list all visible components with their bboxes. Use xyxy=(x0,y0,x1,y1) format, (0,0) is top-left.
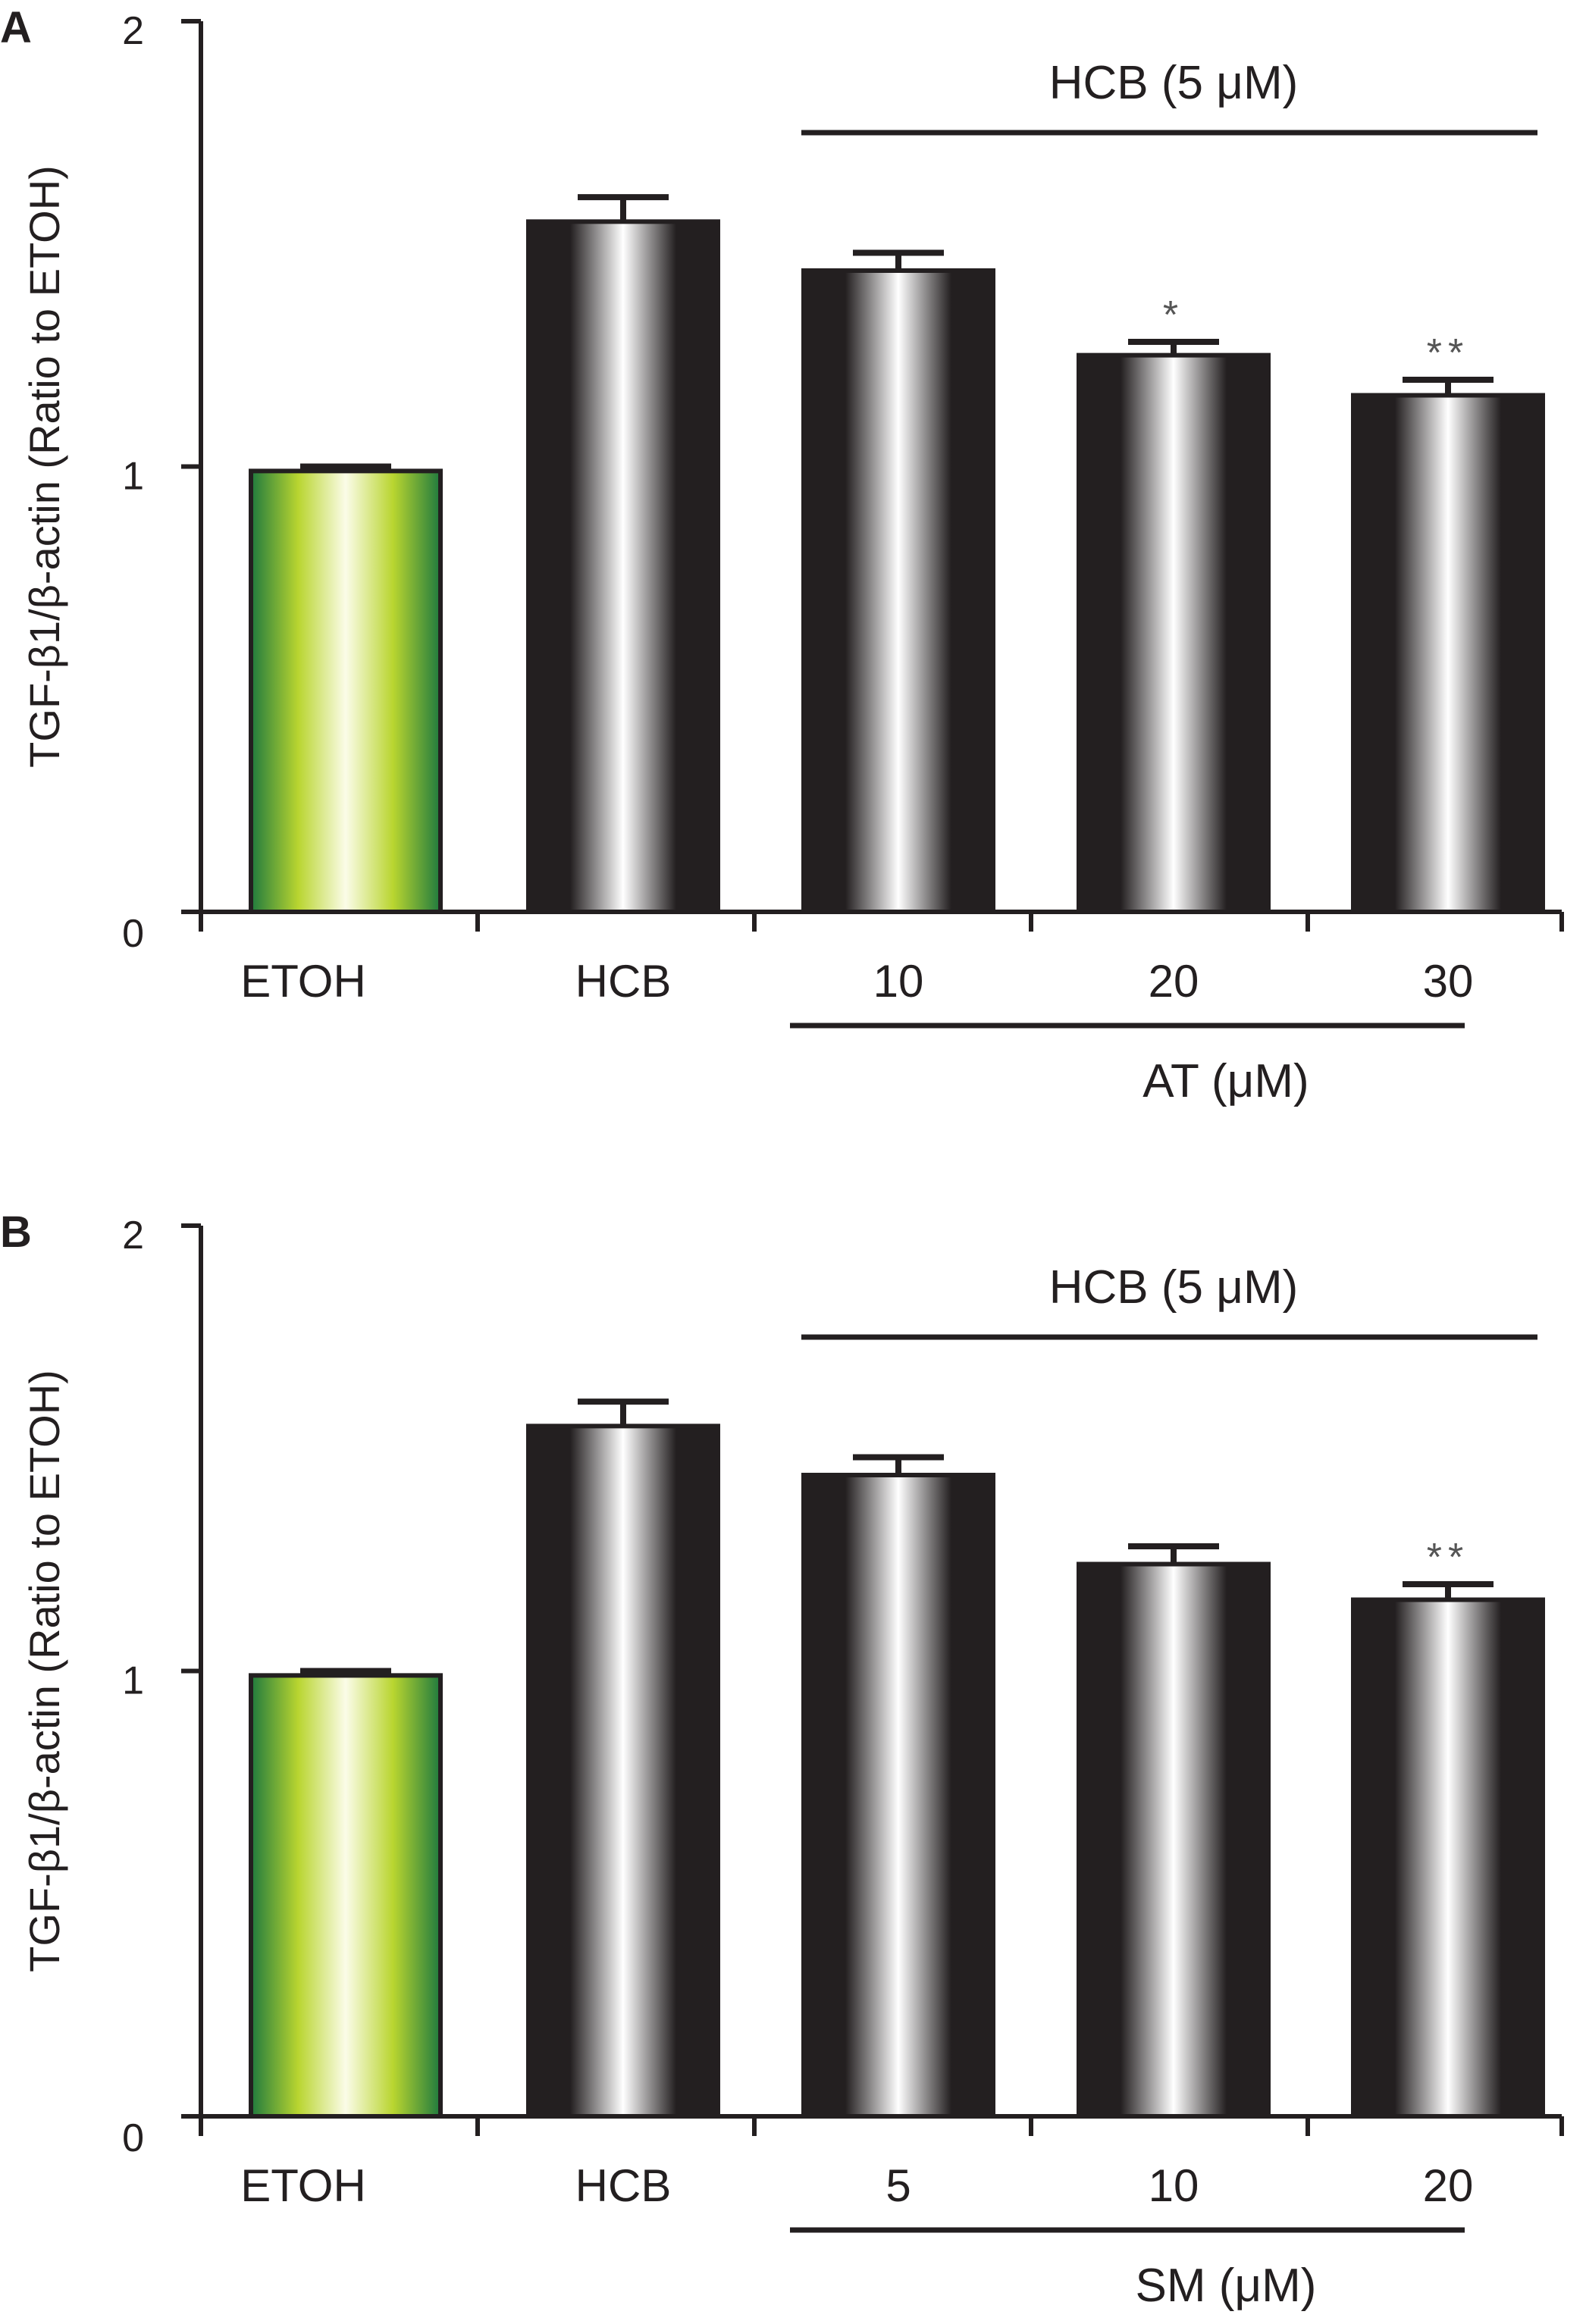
bar-HCB xyxy=(526,1424,720,2119)
x-category-label: 5 xyxy=(885,2160,911,2211)
bar-20 xyxy=(1077,352,1271,914)
panel-label: B xyxy=(0,1207,32,1257)
top-bracket-label: HCB (5 μM) xyxy=(1049,1261,1299,1314)
y-tick-label: 2 xyxy=(122,1214,144,1258)
x-category-label: HCB xyxy=(575,956,672,1007)
bar-10 xyxy=(801,268,995,914)
bar-30 xyxy=(1351,393,1545,914)
significance-marker: * xyxy=(1163,293,1184,337)
bar-20 xyxy=(1351,1597,1545,2119)
x-category-label: 20 xyxy=(1149,956,1199,1007)
panel-b: 0 1 2 TGF-β1/β-actin (Ratio to ETOH) B ETOH HC… xyxy=(0,1207,1564,2312)
x-category-label: 10 xyxy=(1149,2160,1199,2211)
y-tick-label: 1 xyxy=(122,455,144,499)
y-tick-label: 0 xyxy=(122,912,144,956)
x-category-label: ETOH xyxy=(240,2160,366,2211)
bottom-bracket-label: SM (μM) xyxy=(1136,2260,1317,2312)
x-category-label: ETOH xyxy=(240,956,366,1007)
bar-5 xyxy=(801,1473,995,2119)
panel-a: 0 1 2 TGF-β1/β-actin (Ratio to ETOH) A ETOH HC… xyxy=(0,3,1564,1107)
x-category-label: 20 xyxy=(1423,2160,1474,2211)
x-category-label: HCB xyxy=(575,2160,672,2211)
bar-ETOH xyxy=(249,1673,443,2119)
panel-label: A xyxy=(0,3,32,52)
bottom-bracket-label: AT (μM) xyxy=(1142,1055,1309,1107)
y-axis-label: TGF-β1/β-actin (Ratio to ETOH) xyxy=(20,165,68,768)
significance-marker: ** xyxy=(1427,331,1469,375)
bar-HCB xyxy=(526,219,720,914)
y-axis-label: TGF-β1/β-actin (Ratio to ETOH) xyxy=(20,1370,68,1972)
bar-10 xyxy=(1077,1561,1271,2119)
y-tick-label: 0 xyxy=(122,2116,144,2160)
y-tick-label: 1 xyxy=(122,1659,144,1703)
significance-marker: ** xyxy=(1427,1536,1469,1580)
x-category-label: 30 xyxy=(1423,956,1474,1007)
y-tick-label: 2 xyxy=(122,9,144,53)
bar-ETOH xyxy=(249,468,443,914)
top-bracket-label: HCB (5 μM) xyxy=(1049,57,1299,109)
x-category-label: 10 xyxy=(873,956,924,1007)
